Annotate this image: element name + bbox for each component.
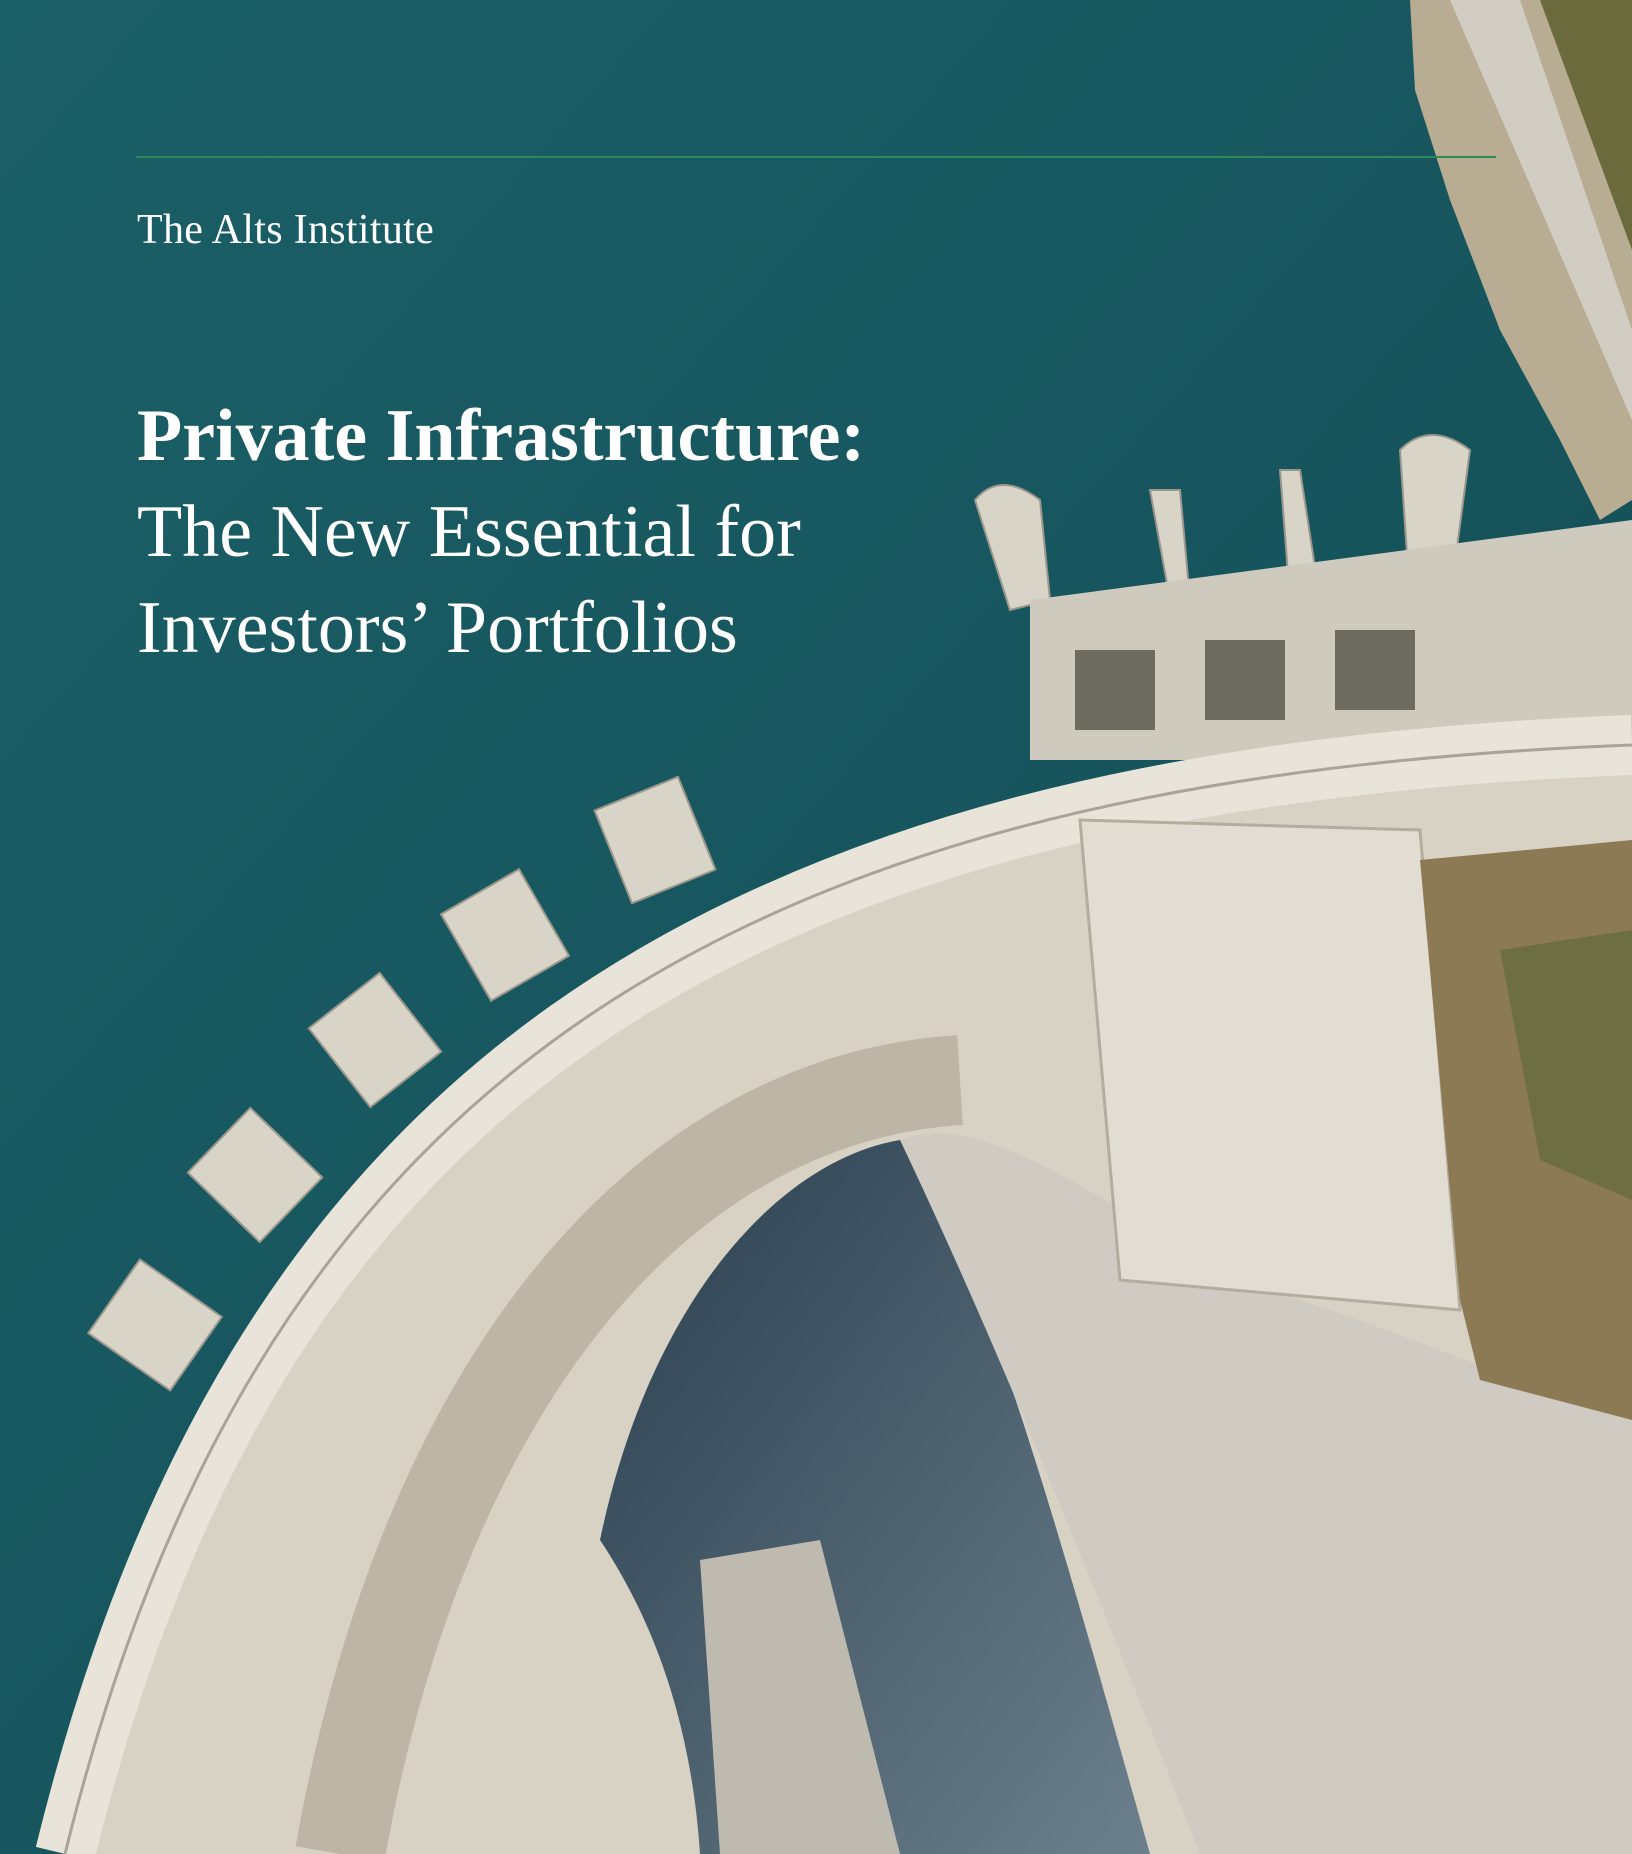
institute-name: The Alts Institute [137,207,435,253]
shore [1410,0,1632,520]
dam-edge [63,743,1632,1854]
vegetation [1500,930,1632,1200]
cover-title: Private Infrastructure: The New Essentia… [137,388,865,676]
spillway-deck [1030,520,1632,760]
spillway-gates [1075,630,1415,730]
vegetation [1540,0,1632,250]
road [1450,0,1632,420]
powerhouse [295,1035,964,1854]
rocks [900,1133,1632,1854]
rocks [700,1540,900,1854]
title-line: Investors’ Portfolios [137,587,738,669]
title-line: Private Infrastructure: [137,395,866,477]
intake-towers [86,434,1472,1392]
spillway-chute [1078,818,1462,1312]
title-line: The New Essential for [137,491,801,573]
